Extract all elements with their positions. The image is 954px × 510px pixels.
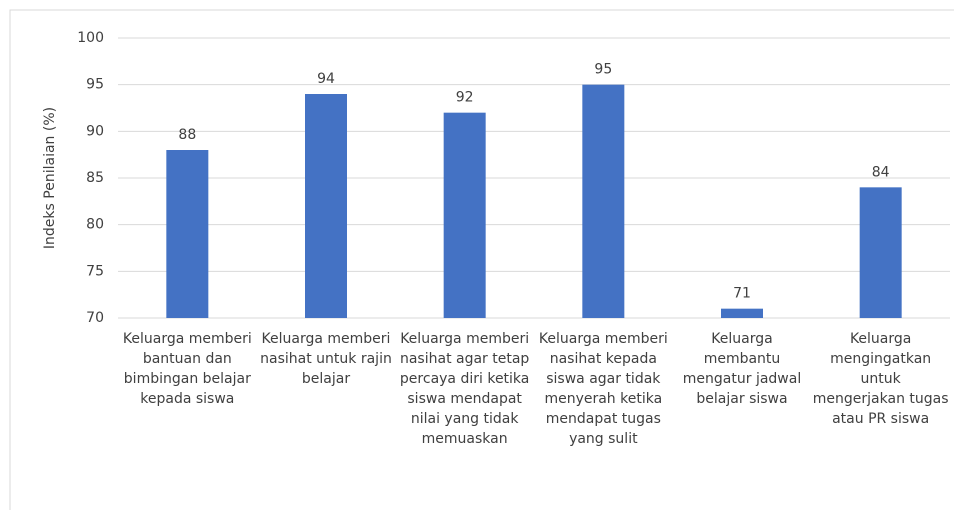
y-tick-label: 95 bbox=[86, 77, 104, 93]
x-tick-label: Keluarga memberi bantuan dan bimbingan b… bbox=[122, 331, 252, 407]
y-tick-label: 85 bbox=[86, 170, 104, 186]
y-tick-label: 75 bbox=[86, 263, 104, 279]
data-label: 94 bbox=[317, 71, 335, 87]
y-tick-label: 100 bbox=[77, 30, 104, 46]
y-tick-label: 90 bbox=[86, 123, 104, 139]
x-tick-label: Keluarga memberi nasihat untuk rajin bel… bbox=[260, 331, 392, 387]
chart-frame bbox=[9, 9, 954, 510]
y-tick-label: 80 bbox=[86, 217, 104, 233]
bar bbox=[166, 150, 209, 318]
data-label: 95 bbox=[594, 62, 612, 78]
x-tick-label: Keluarga mengingatkan untuk mengerjakan … bbox=[812, 331, 949, 427]
y-tick-label: 70 bbox=[86, 310, 104, 326]
bar bbox=[859, 187, 902, 318]
bar bbox=[305, 94, 347, 318]
bar bbox=[721, 308, 763, 318]
data-label: 88 bbox=[178, 127, 196, 143]
x-tick-label: Keluarga memberi nasihat agar tetap perc… bbox=[399, 331, 530, 447]
x-tick-label: Keluarga membantu mengatur jadwal belaja… bbox=[682, 331, 802, 407]
bar bbox=[443, 112, 486, 319]
x-tick-label: Keluarga memberi nasihat kepada siswa ag… bbox=[538, 331, 668, 447]
data-label: 84 bbox=[872, 164, 890, 180]
bar bbox=[582, 84, 625, 319]
y-axis-label: Indeks Penilaian (%) bbox=[42, 107, 58, 249]
data-label: 92 bbox=[456, 90, 474, 106]
data-label: 71 bbox=[733, 286, 751, 302]
